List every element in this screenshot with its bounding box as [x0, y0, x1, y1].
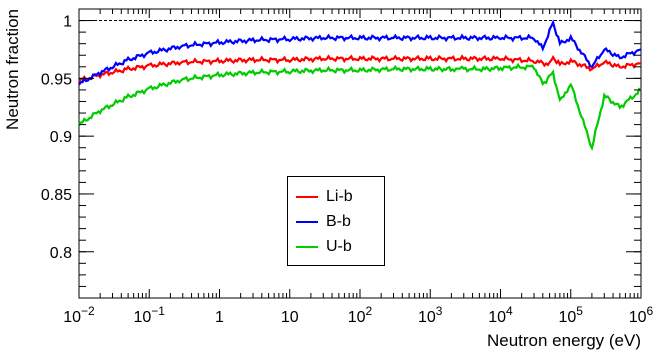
legend-label-b-b: B-b	[326, 213, 351, 230]
axis-layer: 10−2 10−1 1 10 102 103 104 105 106 0.8 0.85 0.9 0.95…	[41, 9, 654, 326]
series-line-u-b	[78, 62, 642, 152]
y-tick-label: 0.95	[41, 71, 72, 88]
legend-item-b-b: B-b	[296, 212, 351, 232]
series-line-b-b	[78, 19, 642, 86]
y-tick-label: 0.85	[41, 187, 72, 204]
y-tick-label: 0.8	[50, 245, 72, 262]
series-line-li-b	[78, 54, 642, 83]
legend-swatch-li-b	[296, 196, 318, 198]
x-tick-label: 10−2	[63, 304, 95, 326]
y-axis-title: Neutron fraction	[3, 9, 22, 130]
x-tick-label: 104	[488, 304, 513, 326]
legend-label-li-b: Li-b	[326, 188, 353, 205]
legend-item-u-b: U-b	[296, 237, 352, 257]
y-tick-label: 0.9	[50, 129, 72, 146]
x-tick-label: 10	[281, 309, 299, 326]
legend-swatch-u-b	[296, 246, 318, 248]
legend-swatch-b-b	[296, 221, 318, 223]
legend: Li-b B-b U-b	[287, 176, 385, 266]
legend-item-li-b: Li-b	[296, 187, 353, 207]
y-tick-label: 1	[63, 14, 72, 31]
x-tick-label: 102	[348, 304, 373, 326]
x-axis-title: Neutron energy (eV)	[487, 331, 641, 350]
x-tick-label: 10−1	[134, 304, 166, 326]
x-tick-label: 1	[215, 309, 224, 326]
x-tick-label: 105	[559, 304, 584, 326]
x-tick-label: 103	[418, 304, 443, 326]
legend-label-u-b: U-b	[326, 238, 352, 255]
x-tick-label: 106	[629, 304, 654, 326]
series-layer	[78, 19, 642, 152]
